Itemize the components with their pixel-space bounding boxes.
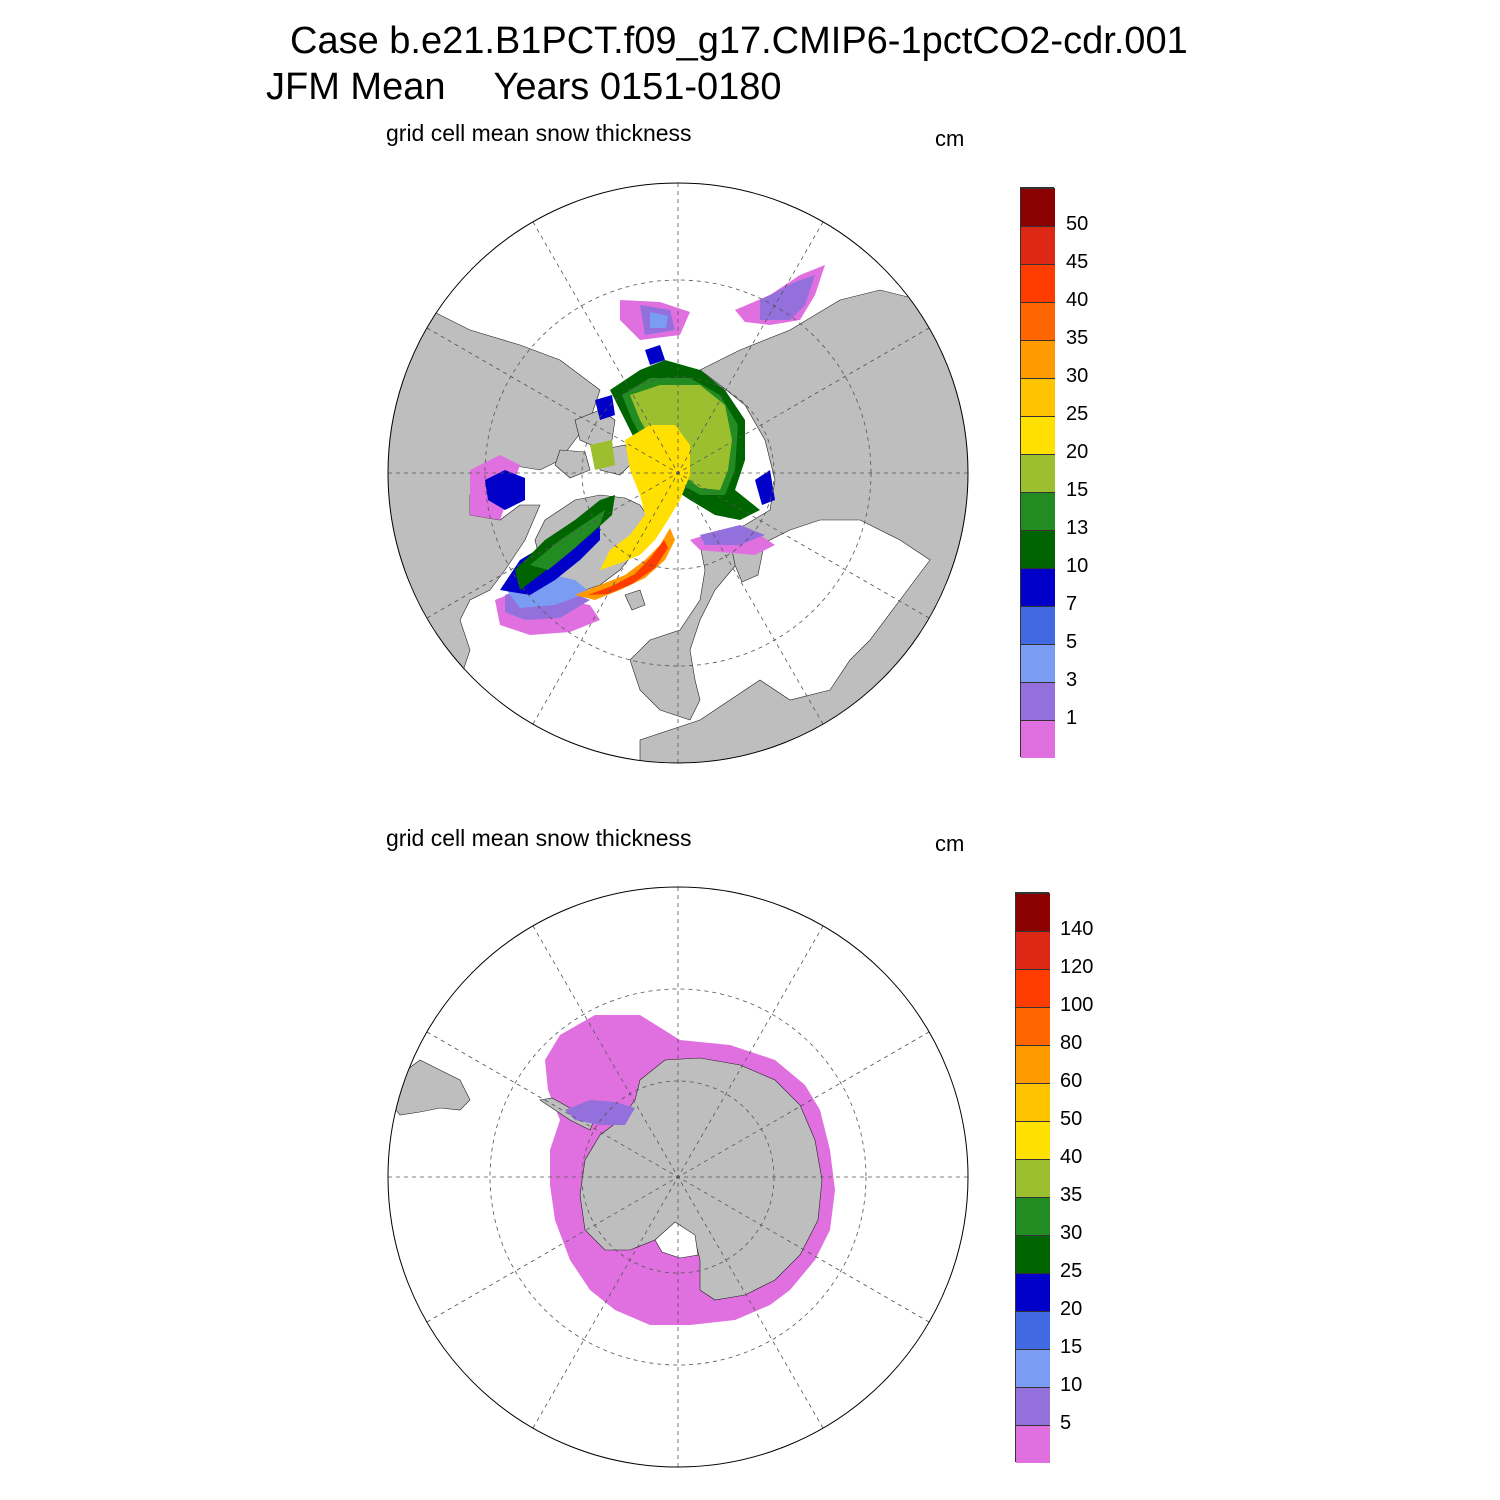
north-graticule (388, 183, 968, 763)
south-colorbar (1015, 892, 1050, 1463)
north-colorbar (1020, 187, 1055, 758)
colorbar-swatch (1016, 1425, 1050, 1463)
figure-title-period: JFM Mean Years 0151-0180 (266, 66, 782, 109)
colorbar-swatch (1021, 492, 1055, 530)
colorbar-swatch (1021, 720, 1055, 758)
colorbar-swatch (1021, 644, 1055, 682)
colorbar-swatch (1016, 1387, 1050, 1425)
south-units-label: cm (935, 831, 965, 856)
colorbar-swatch (1021, 606, 1055, 644)
svalbard-land (624, 589, 646, 611)
ross-ice-shelf (654, 1221, 699, 1259)
colorbar-tick-label: 10 (1060, 1374, 1083, 1396)
south-map-border (387, 886, 969, 1468)
colorbar-tick-label: 35 (1066, 327, 1089, 349)
north-units-label: cm (935, 126, 965, 151)
south-graticule (388, 887, 968, 1467)
colorbar-tick-label: 5 (1066, 631, 1078, 653)
colorbar-tick-label: 25 (1060, 1260, 1083, 1282)
colorbar-swatch (1021, 530, 1055, 568)
colorbar-swatch (1016, 1121, 1050, 1159)
figure-title-case: Case b.e21.B1PCT.f09_g17.CMIP6-1pctCO2-c… (290, 20, 1188, 62)
colorbar-tick-label: 45 (1066, 251, 1089, 273)
colorbar-swatch (1021, 302, 1055, 340)
colorbar-tick-label: 3 (1066, 669, 1078, 691)
colorbar-tick-label: 20 (1060, 1298, 1083, 1320)
colorbar-tick-label: 40 (1060, 1146, 1083, 1168)
snow-field-red (588, 540, 668, 595)
colorbar-swatch (1016, 1045, 1050, 1083)
colorbar-swatch (1016, 1273, 1050, 1311)
colorbar-tick-label: 15 (1066, 479, 1089, 501)
colorbar-swatch (1021, 226, 1055, 264)
snow-field-blue (485, 345, 775, 595)
colorbar-swatch (1021, 188, 1055, 226)
colorbar-tick-label: 13 (1066, 517, 1089, 539)
north-panel-title: grid cell mean snow thickness (386, 120, 692, 146)
colorbar-swatch (1016, 1235, 1050, 1273)
snow-field-yellow (600, 425, 690, 570)
colorbar-swatch (1021, 416, 1055, 454)
colorbar-tick-label: 5 (1060, 1412, 1072, 1434)
eurasia-land (629, 289, 968, 763)
colorbar-tick-label: 7 (1066, 593, 1078, 615)
colorbar-swatch (1021, 682, 1055, 720)
colorbar-swatch (1016, 1007, 1050, 1045)
colorbar-tick-label: 80 (1060, 1032, 1083, 1054)
weddell-snow-purple (565, 1100, 635, 1125)
colorbar-tick-label: 140 (1060, 918, 1094, 940)
colorbar-tick-label: 20 (1066, 441, 1089, 463)
colorbar-swatch (1016, 1083, 1050, 1121)
snow-field-purple (505, 275, 815, 620)
colorbar-swatch (1016, 1159, 1050, 1197)
colorbar-swatch (1016, 1349, 1050, 1387)
antarctica-land (579, 1057, 823, 1301)
colorbar-tick-label: 40 (1066, 289, 1089, 311)
colorbar-tick-label: 15 (1060, 1336, 1083, 1358)
colorbar-tick-label: 120 (1060, 956, 1094, 978)
north-map-border (387, 182, 969, 764)
colorbar-tick-label: 30 (1060, 1222, 1083, 1244)
colorbar-tick-label: 25 (1066, 403, 1089, 425)
colorbar-tick-label: 50 (1060, 1108, 1083, 1130)
colorbar-swatch (1016, 893, 1050, 931)
north-polar-map (387, 182, 969, 764)
south-polar-map (387, 886, 969, 1468)
south-america-land (388, 1059, 471, 1116)
colorbar-swatch (1021, 264, 1055, 302)
colorbar-swatch (1016, 931, 1050, 969)
colorbar-swatch (1016, 969, 1050, 1007)
colorbar-tick-label: 1 (1066, 707, 1078, 729)
colorbar-tick-label: 30 (1066, 365, 1089, 387)
colorbar-tick-label: 35 (1060, 1184, 1083, 1206)
colorbar-tick-label: 100 (1060, 994, 1094, 1016)
colorbar-swatch (1016, 1311, 1050, 1349)
colorbar-swatch (1021, 454, 1055, 492)
colorbar-swatch (1021, 568, 1055, 606)
season-label: JFM Mean (266, 66, 446, 108)
south-panel-title: grid cell mean snow thickness (386, 825, 692, 851)
colorbar-swatch (1021, 340, 1055, 378)
colorbar-swatch (1016, 1197, 1050, 1235)
colorbar-tick-label: 60 (1060, 1070, 1083, 1092)
colorbar-swatch (1021, 378, 1055, 416)
years-label: Years 0151-0180 (493, 66, 782, 108)
colorbar-tick-label: 50 (1066, 213, 1089, 235)
colorbar-tick-label: 10 (1066, 555, 1089, 577)
